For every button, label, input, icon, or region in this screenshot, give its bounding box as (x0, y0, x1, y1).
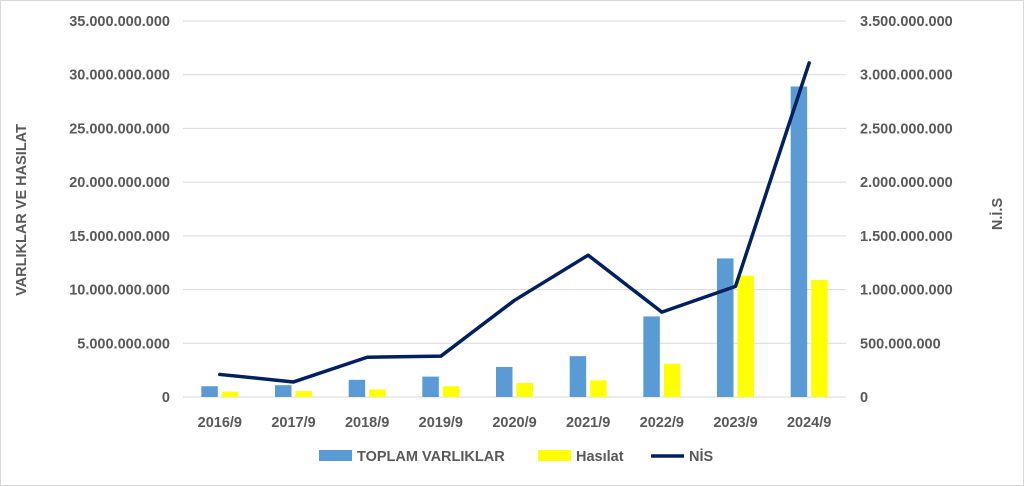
bar (221, 391, 239, 397)
line-point (513, 298, 516, 302)
y-tick-label-right: 0 (860, 390, 868, 406)
bar (201, 386, 218, 397)
bar (569, 356, 587, 397)
bar (516, 383, 533, 397)
y-tick-label-right: 1.500.000.000 (860, 229, 953, 245)
line-point (218, 372, 222, 376)
y-tick-label-left: 15.000.000.000 (69, 229, 170, 245)
x-tick-label: 2018/9 (345, 415, 389, 431)
y-tick-label-right: 500.000.000 (860, 336, 941, 352)
y-tick-label-left: 25.000.000.000 (69, 121, 170, 137)
y-axis-title-left: VARLIKLAR VE HASILAT (14, 124, 30, 296)
y-tick-label-left: 5.000.000.000 (77, 336, 170, 352)
x-tick-label: 2021/9 (566, 415, 610, 431)
bar (643, 316, 660, 397)
line-point (807, 61, 811, 65)
x-tick-label: 2023/9 (713, 415, 757, 431)
legend-swatch (319, 450, 352, 461)
y-tick-label-right: 1.000.000.000 (860, 283, 953, 299)
line-point (365, 355, 369, 359)
bar (717, 258, 734, 397)
x-tick-label: 2022/9 (640, 415, 684, 431)
bar (663, 363, 681, 397)
bar (737, 275, 754, 397)
line-point (660, 310, 664, 314)
line-point (734, 284, 737, 288)
y-tick-label-left: 35.000.000.000 (69, 14, 170, 30)
y-tick-label-left: 20.000.000.000 (69, 175, 170, 191)
y-tick-label-left: 0 (162, 390, 170, 406)
y-tick-label-right: 3.000.000.000 (860, 68, 953, 84)
y-tick-label-right: 2.500.000.000 (860, 121, 953, 137)
bar (422, 376, 439, 397)
y-tick-label-left: 10.000.000.000 (69, 283, 170, 299)
bar (348, 379, 366, 397)
legend-swatch (538, 450, 571, 461)
bar (369, 389, 386, 397)
bar (790, 86, 808, 397)
bar (811, 279, 828, 397)
bar (275, 385, 292, 397)
bar (590, 380, 607, 397)
bar (496, 366, 513, 397)
x-tick-label: 2019/9 (419, 415, 463, 431)
x-tick-label: 2016/9 (198, 415, 242, 431)
x-tick-label: 2017/9 (271, 415, 315, 431)
y-axis-title-right: N.İ.S (989, 198, 1006, 231)
x-tick-label: 2024/9 (787, 415, 831, 431)
line-point (292, 380, 295, 384)
y-tick-label-right: 2.000.000.000 (860, 175, 953, 191)
line-point (439, 354, 443, 358)
y-tick-label-right: 3.500.000.000 (860, 14, 953, 30)
bar (442, 386, 460, 397)
bar (295, 391, 312, 397)
legend-label: TOPLAM VARLIKLAR (357, 449, 505, 465)
y-tick-label-left: 30.000.000.000 (69, 68, 170, 84)
legend-label: Hasılat (576, 449, 624, 465)
line-point (586, 253, 590, 257)
legend-label: NİS (689, 448, 714, 465)
x-tick-label: 2020/9 (492, 415, 536, 431)
